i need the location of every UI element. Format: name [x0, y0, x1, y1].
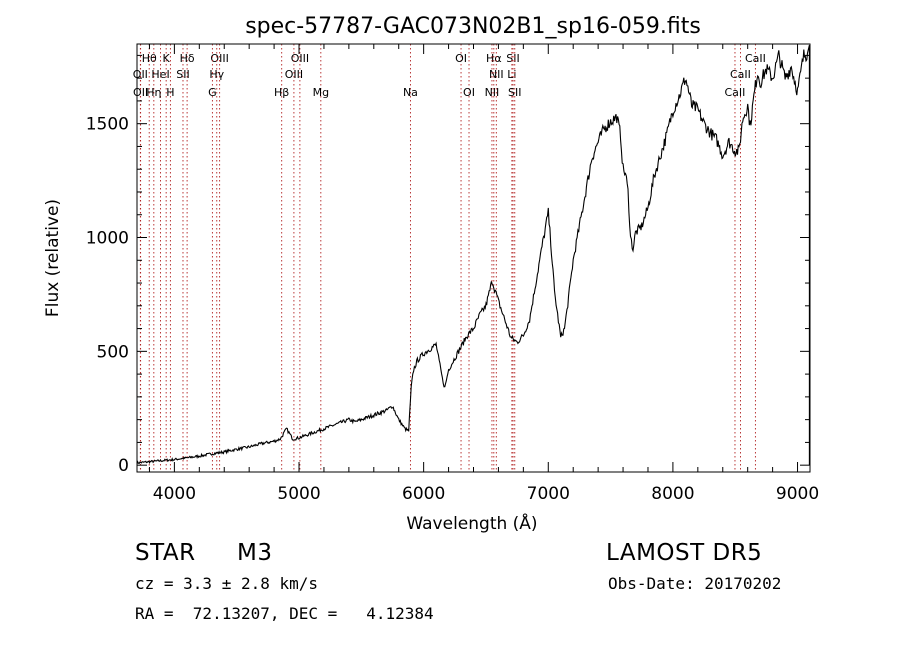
marker-label: Hη [146, 86, 161, 99]
x-axis: 4000 5000 6000 7000 8000 9000 [148, 44, 819, 504]
y-tick-label: 1500 [86, 115, 129, 135]
marker-label: Hβ [274, 86, 289, 99]
obs-date: Obs-Date: 20170202 [608, 574, 782, 593]
marker-label: OI [455, 52, 467, 65]
marker-label: NII [489, 68, 504, 81]
marker-label: SII [508, 86, 521, 99]
marker-label: H [166, 86, 174, 99]
x-tick-label: 6000 [402, 484, 445, 504]
redshift-text: cz = 3.3 ± 2.8 km/s [135, 574, 319, 593]
flux-line [136, 44, 810, 466]
marker-label: SII [176, 68, 189, 81]
marker-label: OII [133, 68, 148, 81]
x-tick-label: 5000 [277, 484, 320, 504]
marker-label: CaII [745, 52, 766, 65]
x-tick-label: 4000 [153, 484, 196, 504]
marker-label: Li [507, 68, 516, 81]
chart-title: spec-57787-GAC073N02B1_sp16-059.fits [245, 14, 701, 39]
marker-label: HeI [151, 68, 169, 81]
x-tick-label: 8000 [651, 484, 694, 504]
plot-frame [136, 43, 811, 473]
y-tick-label: 0 [118, 456, 129, 476]
x-tick-label: 7000 [527, 484, 570, 504]
y-axis: 0 500 1000 1500 [86, 54, 810, 476]
survey-name: LAMOST DR5 [606, 540, 763, 566]
x-axis-label: Wavelength (Å) [406, 512, 537, 534]
marker-label: Hθ [142, 52, 157, 65]
marker-label: K [163, 52, 171, 65]
object-class: STAR [135, 540, 196, 566]
y-axis-label: Flux (relative) [43, 199, 63, 317]
marker-label: OI [463, 86, 475, 99]
marker-label: Hδ [180, 52, 195, 65]
marker-label: Hγ [209, 68, 224, 81]
marker-label: OIII [285, 68, 303, 81]
marker-label: CaII [725, 86, 746, 99]
object-subclass: M3 [237, 540, 273, 566]
marker-label: SII [506, 52, 519, 65]
emission-line-markers: Hθ K Hδ OIII OIII OI Hα SII CaII OII HeI SII Hγ OIII N… [133, 44, 766, 472]
y-tick-label: 1000 [86, 229, 129, 249]
marker-label: Hα [486, 52, 502, 65]
marker-label: OIII [291, 52, 309, 65]
marker-label: Mg [313, 86, 329, 99]
marker-label: G [208, 86, 217, 99]
marker-label: CaII [730, 68, 751, 81]
x-tick-label: 9000 [776, 484, 819, 504]
coordinates: RA = 72.13207, DEC = 4.12384 [135, 604, 434, 623]
y-tick-label: 500 [97, 342, 129, 362]
marker-label: NII [485, 86, 500, 99]
marker-label: OIII [210, 52, 228, 65]
marker-label: Na [403, 86, 418, 99]
